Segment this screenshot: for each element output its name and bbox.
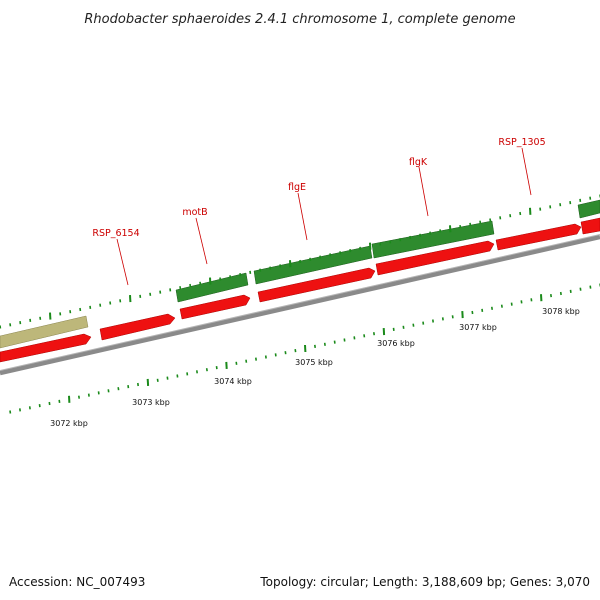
kbp-label: 3075 kbp bbox=[295, 358, 333, 367]
gene-arrow-reverse[interactable] bbox=[0, 333, 92, 363]
gene-label-leaders bbox=[116, 147, 532, 286]
feature-bar-other[interactable] bbox=[0, 315, 89, 349]
gene-arrow-reverse[interactable] bbox=[257, 267, 376, 303]
kbp-label: 3077 kbp bbox=[459, 323, 497, 332]
gene-label-flgk[interactable]: flgK bbox=[409, 157, 428, 168]
forward-strand-genes bbox=[0, 199, 600, 349]
gene-arrow-reverse[interactable] bbox=[375, 240, 495, 276]
gene-bar-forward[interactable] bbox=[253, 245, 373, 285]
upper-tick-row bbox=[0, 194, 600, 329]
gene-labels: RSP_6154 motB flgE flgK RSP_1305 bbox=[92, 137, 545, 239]
gene-arrow-reverse[interactable] bbox=[495, 223, 582, 251]
gene-arrow-reverse[interactable] bbox=[179, 294, 251, 320]
kbp-label: 3074 kbp bbox=[214, 377, 252, 386]
backbone-line bbox=[0, 234, 600, 376]
gene-label-rsp6154[interactable]: RSP_6154 bbox=[92, 228, 139, 239]
accession-text: Accession: NC_007493 bbox=[9, 575, 146, 589]
reverse-strand-genes bbox=[0, 217, 600, 363]
gene-bar-forward[interactable] bbox=[175, 272, 249, 303]
gene-arrow-reverse[interactable] bbox=[99, 313, 176, 341]
gene-label-flge[interactable]: flgE bbox=[288, 182, 306, 193]
kbp-label: 3076 kbp bbox=[377, 339, 415, 348]
gene-bar-forward[interactable] bbox=[577, 199, 600, 219]
gene-arrow-reverse[interactable] bbox=[580, 217, 600, 235]
gene-label-motb[interactable]: motB bbox=[182, 207, 207, 218]
kbp-label: 3073 kbp bbox=[132, 398, 170, 407]
kbp-labels: 3072 kbp 3073 kbp 3074 kbp 3075 kbp 3076… bbox=[50, 307, 580, 428]
lower-tick-row bbox=[9, 283, 600, 414]
map-title: Rhodobacter sphaeroides 2.4.1 chromosome… bbox=[84, 12, 515, 27]
kbp-label: 3072 kbp bbox=[50, 419, 88, 428]
gene-label-rsp1305[interactable]: RSP_1305 bbox=[498, 137, 545, 148]
genome-summary-text: Topology: circular; Length: 3,188,609 bp… bbox=[260, 575, 590, 589]
kbp-label: 3078 kbp bbox=[542, 307, 580, 316]
gene-bar-forward[interactable] bbox=[371, 220, 495, 259]
